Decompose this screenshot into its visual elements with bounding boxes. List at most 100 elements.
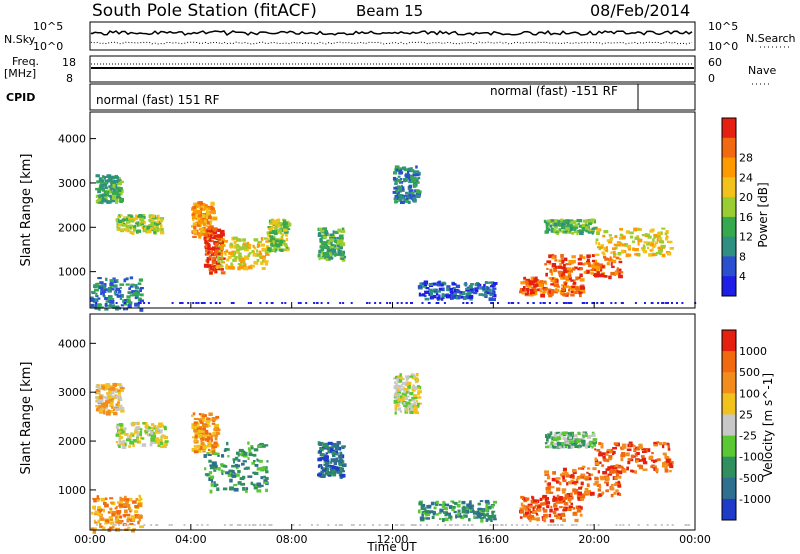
colorbar-tick-label: 500 [739, 366, 760, 379]
echo-cell [425, 510, 430, 514]
echo-cell [589, 444, 592, 447]
echo-cell [238, 252, 242, 257]
colorbar-segment [722, 330, 736, 352]
echo-cell [626, 466, 629, 471]
echo-cell [583, 229, 588, 232]
echo-cell [431, 294, 437, 299]
echo-cell [597, 494, 600, 498]
y-tick-label: 3000 [58, 386, 86, 399]
echo-cell [412, 173, 418, 177]
echo-cell [642, 450, 647, 453]
echo-cell [203, 206, 208, 210]
echo-cell [104, 497, 108, 501]
echo-cell [237, 524, 239, 526]
echo-cell [657, 231, 661, 236]
echo-cell [231, 464, 236, 468]
echo-cell [117, 193, 121, 197]
echo-cell [119, 497, 125, 502]
echo-cell [223, 240, 228, 243]
echo-cell [467, 524, 469, 526]
echo-cell [556, 494, 560, 498]
echo-cell [193, 450, 199, 454]
colorbar-tick-label: 20 [739, 191, 753, 204]
echo-cell [406, 376, 411, 379]
echo-cell [279, 230, 283, 235]
echo-cell [271, 302, 274, 304]
echo-cell [576, 219, 580, 223]
echo-cell [133, 524, 136, 526]
echo-cell [327, 302, 330, 304]
echo-cell [453, 292, 457, 296]
echo-cell [399, 373, 402, 377]
echo-cell [556, 480, 559, 484]
echo-cell [118, 181, 122, 184]
echo-cell [586, 483, 590, 488]
echo-cell [485, 508, 489, 512]
echo-cell [684, 524, 687, 526]
echo-cell [214, 452, 220, 455]
echo-cell [563, 292, 567, 297]
echo-cell [452, 287, 456, 290]
echo-cell [416, 173, 420, 176]
echo-cell [229, 478, 233, 483]
echo-cell [445, 294, 451, 299]
echo-cell [484, 513, 488, 517]
echo-cell [242, 454, 248, 458]
echo-cell [559, 271, 563, 274]
echo-cell [159, 424, 164, 428]
echo-cell [317, 233, 322, 237]
echo-cell [192, 412, 196, 416]
echo-cell [562, 509, 567, 512]
echo-cell [118, 289, 122, 294]
echo-cell [604, 481, 609, 484]
power-panel-bg [90, 112, 695, 308]
echo-cell [490, 281, 495, 284]
echo-cell [653, 244, 656, 248]
echo-cell [278, 249, 283, 252]
echo-cell [557, 288, 560, 293]
echo-cell [205, 433, 209, 437]
echo-cell [519, 510, 525, 514]
echo-cell [129, 285, 134, 288]
echo-cell [575, 478, 579, 482]
echo-cell [552, 471, 556, 475]
echo-cell [206, 243, 211, 246]
echo-cell [405, 302, 408, 304]
echo-cell [98, 180, 101, 184]
echo-cell [479, 286, 483, 290]
echo-cell [407, 167, 412, 171]
echo-cell [221, 454, 225, 458]
echo-cell [464, 510, 470, 514]
echo-cell [133, 291, 137, 295]
echo-cell [94, 288, 99, 292]
colorbar-segment [722, 236, 736, 257]
echo-cell [97, 200, 102, 204]
echo-cell [527, 284, 532, 288]
echo-cell [425, 517, 431, 520]
echo-cell [413, 170, 416, 175]
echo-cell [429, 510, 434, 514]
echo-cell [568, 276, 572, 280]
echo-cell [386, 524, 389, 526]
echo-cell [336, 243, 341, 248]
echo-cell [261, 267, 266, 270]
echo-cell [525, 497, 530, 501]
echo-cell [446, 512, 451, 516]
echo-cell [209, 466, 215, 470]
echo-cell [400, 200, 405, 204]
echo-cell [664, 456, 670, 460]
echo-cell [119, 283, 125, 286]
echo-cell [378, 524, 381, 526]
echo-cell [582, 256, 586, 260]
echo-cell [545, 434, 549, 438]
echo-cell [676, 302, 678, 304]
echo-cell [553, 268, 558, 272]
echo-cell [157, 444, 161, 447]
echo-cell [208, 448, 211, 451]
echo-cell [594, 480, 599, 484]
echo-cell [111, 390, 115, 395]
echo-cell [633, 448, 637, 453]
echo-cell [549, 524, 552, 526]
echo-cell [577, 467, 583, 470]
echo-cell [533, 499, 537, 503]
